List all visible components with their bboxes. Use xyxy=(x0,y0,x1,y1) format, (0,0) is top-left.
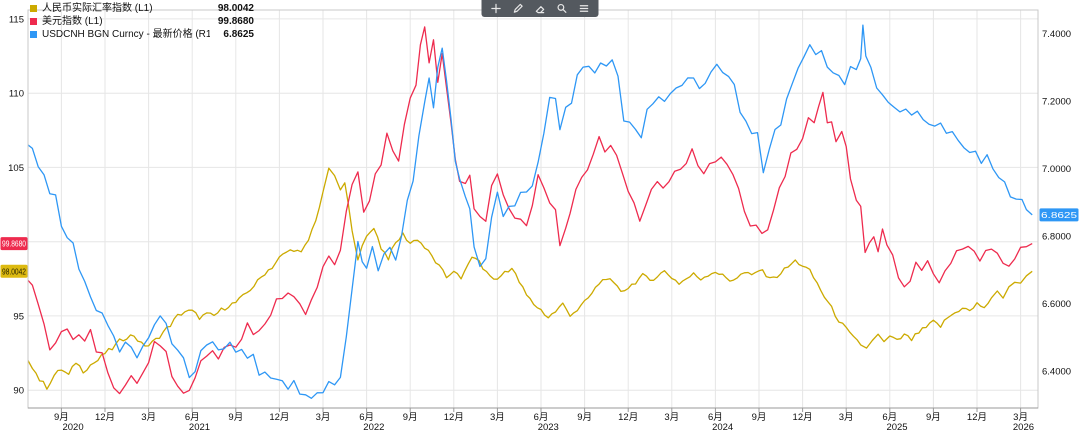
price-badges: 99.8680 98.0042 6.8625 xyxy=(0,208,1079,278)
legend-item-usdcnh[interactable]: USDCNH BGN Curncy - 最新价格 (R1) 6.8625 xyxy=(30,28,254,41)
last-price-badge xyxy=(0,237,28,251)
svg-text:6月: 6月 xyxy=(882,412,897,423)
chart-toolbar xyxy=(481,0,599,17)
svg-text:9月: 9月 xyxy=(54,412,69,423)
svg-text:6月: 6月 xyxy=(534,412,549,423)
svg-text:3月: 3月 xyxy=(316,412,331,423)
svg-text:115: 115 xyxy=(9,14,24,25)
svg-text:9月: 9月 xyxy=(752,412,767,423)
svg-text:6月: 6月 xyxy=(708,412,723,423)
svg-text:7.4000: 7.4000 xyxy=(1042,29,1071,40)
series-line-1 xyxy=(28,167,1033,390)
series-swatch-red xyxy=(30,18,37,25)
svg-text:9月: 9月 xyxy=(403,412,418,423)
series-lines xyxy=(28,24,1033,399)
svg-text:2020: 2020 xyxy=(62,422,83,430)
svg-text:12月: 12月 xyxy=(444,412,464,423)
axes: 9月 12月 3月 6月 9月 12月 3月 6月 9月 12月 3月 6月 9月 12月 3月 6月 9月 12… xyxy=(8,9,1071,430)
svg-text:7.2000: 7.2000 xyxy=(1042,97,1071,108)
svg-text:3月: 3月 xyxy=(839,412,854,423)
chart-legend: 人民币实际汇率指数 (L1) 98.0042 美元指数 (L1) 99.8680… xyxy=(30,2,254,41)
series-label: USDCNH BGN Curncy - 最新价格 (R1) xyxy=(42,29,210,40)
svg-text:2026: 2026 xyxy=(1013,422,1034,430)
svg-text:7.0000: 7.0000 xyxy=(1042,164,1071,175)
series-swatch-blue xyxy=(30,31,37,38)
svg-text:9月: 9月 xyxy=(926,412,941,423)
svg-text:6.6000: 6.6000 xyxy=(1042,299,1071,310)
series-label: 美元指数 (L1) xyxy=(42,16,103,27)
toolbar-annotate-button[interactable] xyxy=(512,2,525,15)
toolbar-menu-button[interactable] xyxy=(578,2,591,15)
magnifier-icon xyxy=(557,3,567,13)
gridlines xyxy=(28,10,1038,408)
eraser-icon xyxy=(535,6,545,14)
svg-text:90: 90 xyxy=(13,386,24,397)
svg-text:12月: 12月 xyxy=(269,412,289,423)
plus-icon xyxy=(491,3,501,14)
svg-text:105: 105 xyxy=(8,163,24,174)
legend-item-cny-reer[interactable]: 人民币实际汇率指数 (L1) 98.0042 xyxy=(30,2,254,15)
svg-text:3月: 3月 xyxy=(141,412,156,423)
svg-text:2025: 2025 xyxy=(886,422,907,430)
svg-text:95: 95 xyxy=(13,311,24,322)
svg-text:2023: 2023 xyxy=(538,422,559,430)
svg-text:12月: 12月 xyxy=(95,412,115,423)
svg-text:9月: 9月 xyxy=(577,412,592,423)
menu-icon xyxy=(579,5,589,12)
svg-text:3月: 3月 xyxy=(1013,412,1028,423)
svg-text:110: 110 xyxy=(9,89,24,100)
svg-text:9月: 9月 xyxy=(228,412,243,423)
svg-text:12月: 12月 xyxy=(793,412,813,423)
svg-text:3月: 3月 xyxy=(490,412,505,423)
svg-text:6.4000: 6.4000 xyxy=(1042,366,1071,377)
svg-text:98.0042: 98.0042 xyxy=(2,267,26,276)
series-value: 99.8680 xyxy=(217,16,254,27)
svg-text:6.8000: 6.8000 xyxy=(1042,231,1071,242)
series-label: 人民币实际汇率指数 (L1) xyxy=(42,3,153,14)
series-line-3 xyxy=(28,24,1033,399)
svg-text:2022: 2022 xyxy=(363,422,384,430)
svg-text:2024: 2024 xyxy=(712,422,733,430)
toolbar-add-button[interactable] xyxy=(490,2,503,15)
svg-text:6月: 6月 xyxy=(185,412,200,423)
svg-text:12月: 12月 xyxy=(967,412,987,423)
svg-text:2021: 2021 xyxy=(189,422,210,430)
series-value: 6.8625 xyxy=(223,29,254,40)
svg-text:6月: 6月 xyxy=(359,412,374,423)
svg-text:12月: 12月 xyxy=(618,412,638,423)
series-line-2 xyxy=(28,26,1033,395)
toolbar-erase-button[interactable] xyxy=(534,2,547,15)
last-price-badge xyxy=(0,264,28,278)
svg-text:3月: 3月 xyxy=(664,412,679,423)
last-price-badge xyxy=(1039,208,1079,222)
series-value: 98.0042 xyxy=(217,3,254,14)
series-swatch-yellow xyxy=(30,5,37,12)
toolbar-zoom-button[interactable] xyxy=(556,2,569,15)
svg-text:6.8625: 6.8625 xyxy=(1041,211,1078,220)
legend-item-dxy[interactable]: 美元指数 (L1) 99.8680 xyxy=(30,15,254,28)
pencil-icon xyxy=(513,3,523,13)
svg-text:99.8680: 99.8680 xyxy=(2,240,26,249)
